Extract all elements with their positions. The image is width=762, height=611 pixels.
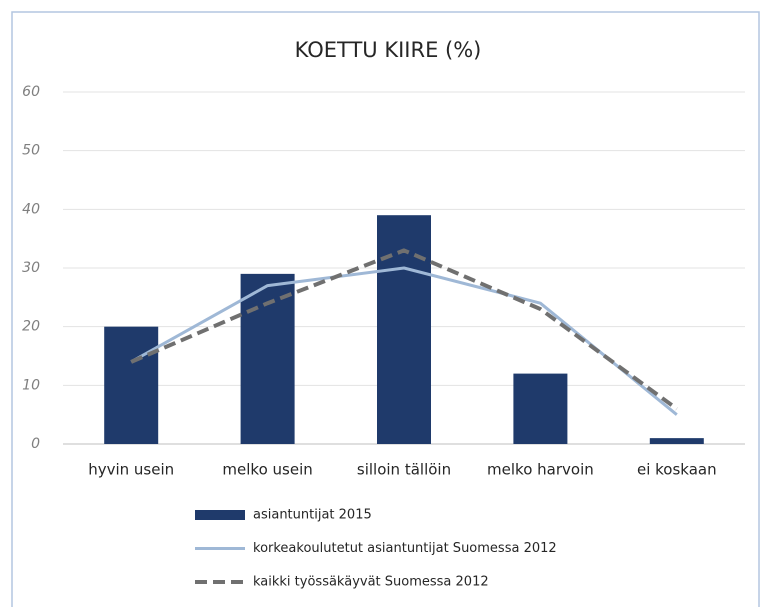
legend-label: kaikki työssäkäyvät Suomessa 2012 [253,575,489,590]
chart-title: KOETTU KIIRE (%) [295,38,482,62]
bar [104,326,159,444]
bar [513,373,568,444]
legend-swatch [195,510,245,520]
legend-label: asiantuntijat 2015 [253,508,372,523]
x-tick-label: silloin tällöin [357,461,451,479]
legend-label: korkeakoulutetut asiantuntijat Suomessa … [253,541,557,556]
y-tick-label: 0 [31,436,40,452]
y-tick-label: 50 [22,143,40,159]
x-tick-label: hyvin usein [88,461,174,479]
x-tick-label: ei koskaan [637,461,717,479]
y-tick-label: 20 [22,319,40,335]
bar [240,273,295,444]
y-tick-label: 40 [22,201,40,217]
y-tick-label: 10 [22,377,40,393]
line-series [130,248,678,411]
bar [649,438,704,444]
y-tick-label: 30 [22,260,40,276]
x-tick-label: melko usein [222,461,312,479]
line-series [130,266,678,416]
x-tick-label: melko harvoin [487,461,594,479]
y-tick-label: 60 [22,84,40,100]
bar [377,215,431,444]
